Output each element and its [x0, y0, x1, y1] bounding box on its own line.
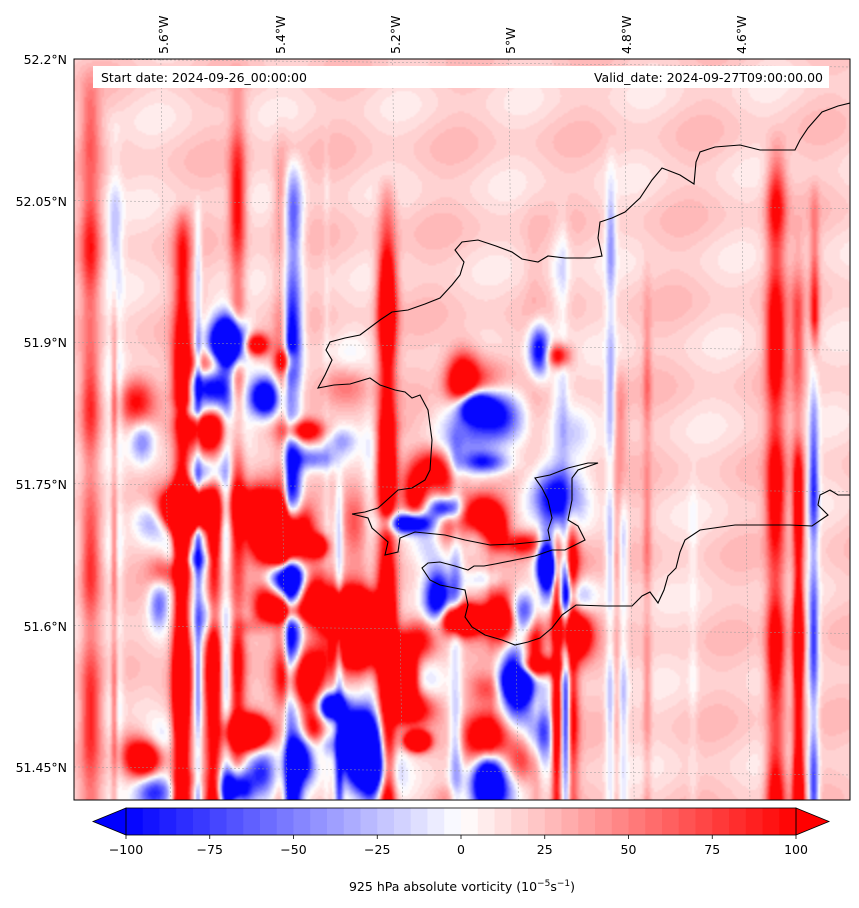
- date-header: Start date: 2024-09-26_00:00:00 Valid_da…: [93, 66, 829, 88]
- colorbar-cell: [360, 808, 378, 835]
- colorbar-cell: [126, 808, 144, 835]
- colorbar-cell: [142, 808, 161, 835]
- lon-gridline: [739, 59, 751, 800]
- colorbar-title: 925 hPa absolute vorticity (10−5s−1): [349, 879, 575, 894]
- colorbar-cell: [528, 808, 546, 835]
- colorbar-tick-label: 100: [784, 842, 808, 857]
- colorbar-tick-label: −75: [197, 842, 223, 857]
- colorbar-cell: [695, 808, 713, 835]
- colorbar-cell: [678, 808, 697, 835]
- colorbar-cell: [611, 808, 630, 835]
- colorbar-cell: [410, 808, 429, 835]
- colorbar-cell: [561, 808, 579, 835]
- colorbar-tick-label: 0: [457, 842, 465, 857]
- colorbar-ticks: −100 −75 −50 −25 0 25 50 75 100: [109, 835, 808, 857]
- lat-gridline: [74, 625, 850, 634]
- lon-gridline: [623, 59, 635, 800]
- lat-gridline: [74, 341, 850, 351]
- colorbar-cell: [745, 808, 764, 835]
- lat-gridline: [74, 200, 850, 209]
- colorbar-cell: [276, 808, 295, 835]
- lat-tick-label: 51.45°N: [16, 760, 67, 775]
- lon-tick-label: 5°W: [503, 27, 518, 54]
- colorbar-cell: [544, 808, 563, 835]
- colorbar-cell: [176, 808, 194, 835]
- date-header-background: [93, 66, 829, 88]
- colorbar-cell: [327, 808, 345, 835]
- lon-tick-label: 4.8°W: [619, 16, 634, 55]
- lon-tick-label: 5.6°W: [156, 16, 171, 55]
- lat-tick-label: 52.05°N: [16, 194, 67, 209]
- colorbar-cell: [260, 808, 278, 835]
- coastline-milford: [351, 462, 850, 646]
- colorbar-cell: [595, 808, 613, 835]
- vorticity-field: [74, 59, 850, 800]
- colorbar-cell: [310, 808, 328, 835]
- lat-tick-label: 52.2°N: [24, 52, 67, 67]
- lon-tick-label: 4.6°W: [734, 16, 749, 55]
- colorbar-cell: [662, 808, 680, 835]
- lat-gridline: [74, 483, 850, 493]
- colorbar-cell: [461, 808, 479, 835]
- lon-gridline: [392, 59, 403, 800]
- colorbar-cell: [477, 808, 496, 835]
- lat-gridline: [74, 59, 850, 68]
- lat-tick-label: 51.9°N: [24, 335, 67, 350]
- lon-tick-label: 5.4°W: [273, 16, 288, 55]
- map-frame: [73, 58, 851, 801]
- colorbar-cells: [126, 808, 797, 835]
- colorbar-cell: [343, 808, 362, 835]
- colorbar-cell: [226, 808, 244, 835]
- colorbar-cell: [762, 808, 780, 835]
- colorbar-cell: [779, 808, 797, 835]
- colorbar-tick-label: 75: [704, 842, 720, 857]
- valid-date-text: Valid_date: 2024-09-27T09:00:00.00: [594, 70, 823, 85]
- colorbar-cell: [394, 808, 412, 835]
- colorbar-tick-label: 25: [537, 842, 553, 857]
- colorbar-cell: [578, 808, 596, 835]
- colorbar-cell: [645, 808, 663, 835]
- longitude-axis: 5.6°W 5.4°W 5.2°W 5°W 4.8°W 4.6°W: [156, 16, 749, 55]
- colorbar-cell: [511, 808, 529, 835]
- colorbar-tick-label: 50: [621, 842, 637, 857]
- colorbar-extend-min: [91, 807, 127, 836]
- colorbar-cell: [377, 808, 395, 835]
- colorbar-cell: [293, 808, 311, 835]
- latitude-axis: 52.2°N 52.05°N 51.9°N 51.75°N 51.6°N 51.…: [16, 52, 67, 775]
- lat-tick-label: 51.75°N: [16, 477, 67, 492]
- colorbar-extend-max: [795, 807, 831, 836]
- map-panel: Start date: 2024-09-26_00:00:00 Valid_da…: [73, 58, 851, 801]
- colorbar-cell: [444, 808, 462, 835]
- colorbar-cell: [712, 808, 730, 835]
- coastline: [316, 102, 850, 646]
- gridlines: [74, 59, 850, 800]
- colorbar-cell: [159, 808, 177, 835]
- colorbar-cell: [427, 808, 445, 835]
- colorbar: −100 −75 −50 −25 0 25 50 75 100 925 hPa absolute…: [91, 807, 831, 894]
- colorbar-cell: [628, 808, 646, 835]
- colorbar-cell: [243, 808, 261, 835]
- colorbar-cell: [193, 808, 211, 835]
- colorbar-tick-label: −100: [109, 842, 143, 857]
- lat-tick-label: 51.6°N: [24, 619, 67, 634]
- colorbar-tick-label: −25: [364, 842, 390, 857]
- colorbar-cell: [729, 808, 747, 835]
- lat-gridline: [74, 766, 850, 776]
- colorbar-tick-label: −50: [280, 842, 306, 857]
- lon-gridline: [160, 59, 172, 800]
- lon-gridline: [508, 59, 519, 800]
- start-date-text: Start date: 2024-09-26_00:00:00: [101, 70, 307, 85]
- lon-gridline: [276, 59, 287, 800]
- colorbar-cell: [494, 808, 512, 835]
- colorbar-cell: [209, 808, 228, 835]
- coastline-north: [316, 102, 850, 515]
- lon-tick-label: 5.2°W: [388, 16, 403, 55]
